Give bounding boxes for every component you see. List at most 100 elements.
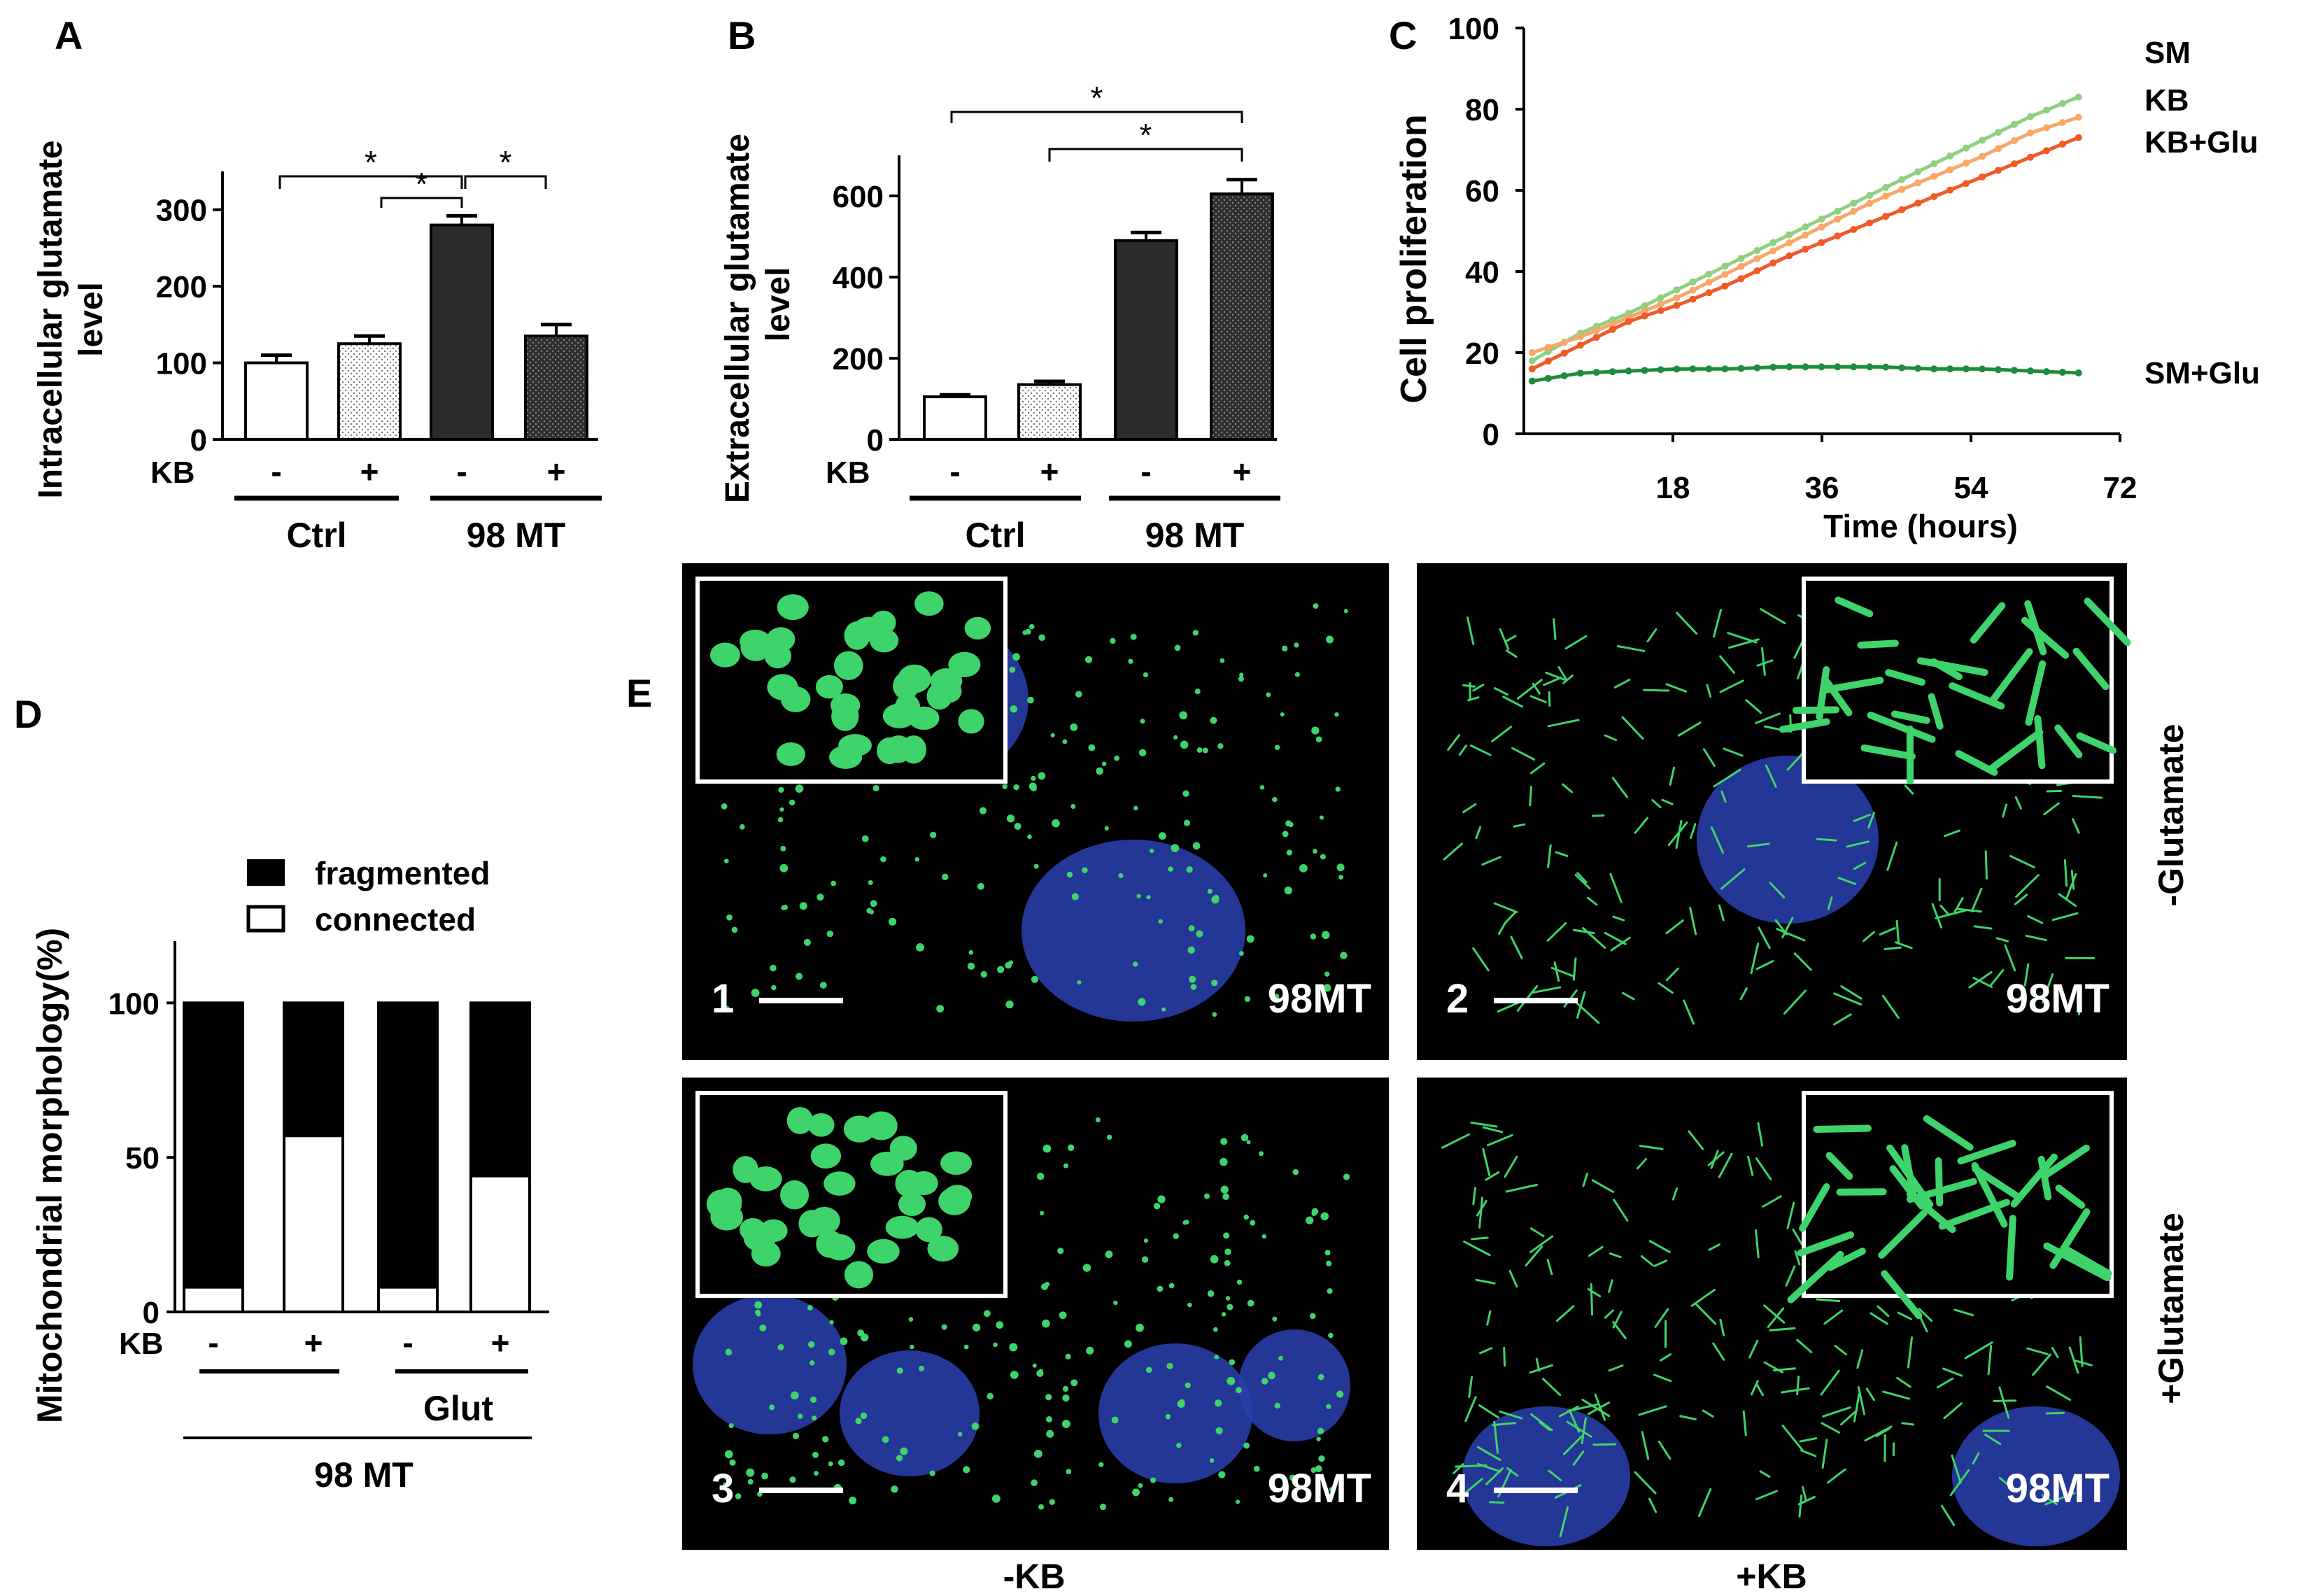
mitochondrion — [2068, 1346, 2079, 1374]
mitochondrion — [1478, 1196, 1483, 1229]
mitochondrion — [1581, 1417, 1587, 1444]
y-tick-label: 0 — [190, 423, 207, 458]
mitochondrion — [1529, 786, 1532, 807]
kb-sign: - — [949, 453, 960, 490]
mitochondrion — [1315, 736, 1322, 743]
mitochondrion — [1677, 721, 1702, 737]
mitochondrion — [1049, 1499, 1056, 1506]
inset-mitochondrion — [1935, 1157, 1944, 1207]
inset-mitochondrion — [895, 1169, 923, 1197]
mitochondrion — [754, 1301, 763, 1309]
inset-mitochondrion — [2084, 598, 2131, 647]
mitochondrion — [1970, 887, 1983, 913]
mitochondrion — [1470, 744, 1492, 756]
mitochondrion — [1877, 1305, 1890, 1318]
bar — [524, 334, 588, 441]
mitochondrion — [1769, 882, 1786, 899]
mitochondrion — [803, 938, 811, 946]
mitochondrion — [1207, 889, 1213, 894]
mitochondrion — [1111, 1416, 1119, 1424]
mitochondrion — [1273, 994, 1280, 1000]
inset-mitochondrion — [1930, 658, 1963, 681]
mitochondrion — [782, 904, 789, 910]
legend-label: connected — [315, 901, 476, 938]
mitochondrion — [1640, 1255, 1654, 1266]
mitochondrion — [1010, 705, 1018, 713]
mitochondrion — [957, 1432, 963, 1436]
nucleus — [1238, 1329, 1350, 1441]
mitochondrion — [1222, 1193, 1229, 1201]
mitochondrion — [826, 930, 834, 938]
mitochondrion — [1002, 784, 1008, 789]
mitochondrion — [1767, 1307, 1785, 1328]
mitochondrion — [1313, 848, 1317, 854]
data-point — [1657, 306, 1665, 314]
inset-mitochondrion — [1988, 728, 2044, 772]
mitochondrion — [1343, 1173, 1350, 1180]
kb-label: KB — [150, 456, 195, 490]
inset-mitochondrion — [767, 674, 798, 700]
mitochondrion — [1061, 1420, 1070, 1429]
mitochondrion — [1286, 849, 1293, 856]
mitochondrion — [1510, 935, 1523, 959]
mitochondrion — [1340, 952, 1348, 959]
mitochondrion — [1956, 908, 1982, 913]
inset-mitochondrion — [2072, 647, 2109, 691]
data-point — [1737, 255, 1745, 262]
inset-mitochondrion — [898, 1192, 926, 1216]
data-point — [1914, 179, 1922, 187]
data-point — [1866, 199, 1874, 207]
mitochondrion — [991, 1495, 1001, 1503]
y-axis-label-line1: Intracellular glutamate — [32, 140, 69, 498]
inset-mitochondrion — [882, 703, 916, 728]
data-point — [1802, 363, 1809, 371]
inset-mitochondrion — [865, 1111, 898, 1140]
mitochondrion — [1853, 1392, 1860, 1422]
data-point — [1882, 363, 1890, 371]
mitochondrion — [1472, 947, 1490, 972]
mitochondrion — [779, 807, 784, 812]
mitochondrion — [889, 917, 897, 926]
inset-mitochondrion — [2054, 724, 2083, 758]
mitochondrion — [910, 1344, 914, 1350]
mitochondrion — [1548, 691, 1551, 707]
mitochondrion — [1762, 1195, 1782, 1208]
inset-mitochondrion — [1797, 1231, 1854, 1257]
mitochondrion — [1479, 1347, 1493, 1355]
mitochondrion — [1612, 1311, 1623, 1329]
mitochondrion — [1543, 677, 1562, 686]
mitochondrion — [1953, 897, 1964, 913]
mitochondrion — [1253, 1465, 1260, 1472]
kb-sign: + — [547, 453, 566, 490]
mitochondrion — [1471, 1236, 1489, 1241]
mitochondrion — [1306, 1216, 1314, 1224]
mitochondrion — [1581, 926, 1606, 949]
mitochondrion — [1008, 960, 1014, 966]
mitochondrion — [1658, 982, 1674, 994]
row-label: +Glutamate — [2151, 1213, 2191, 1404]
mitochondrion — [1562, 783, 1574, 793]
mitochondrion — [1235, 1387, 1242, 1394]
mitochondrion — [1088, 744, 1096, 751]
mitochondrion — [1224, 1259, 1231, 1266]
data-point — [1818, 239, 1825, 246]
mitochondrion — [1196, 747, 1203, 753]
mitochondrion — [2072, 818, 2080, 834]
mitochondrion — [1502, 695, 1524, 708]
mitochondrion — [1671, 1187, 1678, 1201]
mitochondrion — [1683, 999, 1695, 1025]
mitochondrion — [1282, 831, 1289, 838]
mitochondrion — [1278, 1355, 1283, 1361]
mitochondrion — [1211, 896, 1220, 904]
mitochondrion — [1475, 826, 1482, 840]
mitochondrion — [814, 1471, 819, 1476]
panel-letter-a: A — [55, 13, 83, 57]
mitochondrion — [1776, 928, 1806, 942]
mitochondrion — [751, 989, 760, 997]
data-point — [1994, 366, 2002, 374]
bar — [1210, 192, 1274, 441]
data-point — [1657, 294, 1665, 302]
mitochondrion — [797, 1413, 803, 1419]
inset-mitochondrion — [1928, 693, 1944, 730]
mitochondrion — [778, 786, 784, 793]
